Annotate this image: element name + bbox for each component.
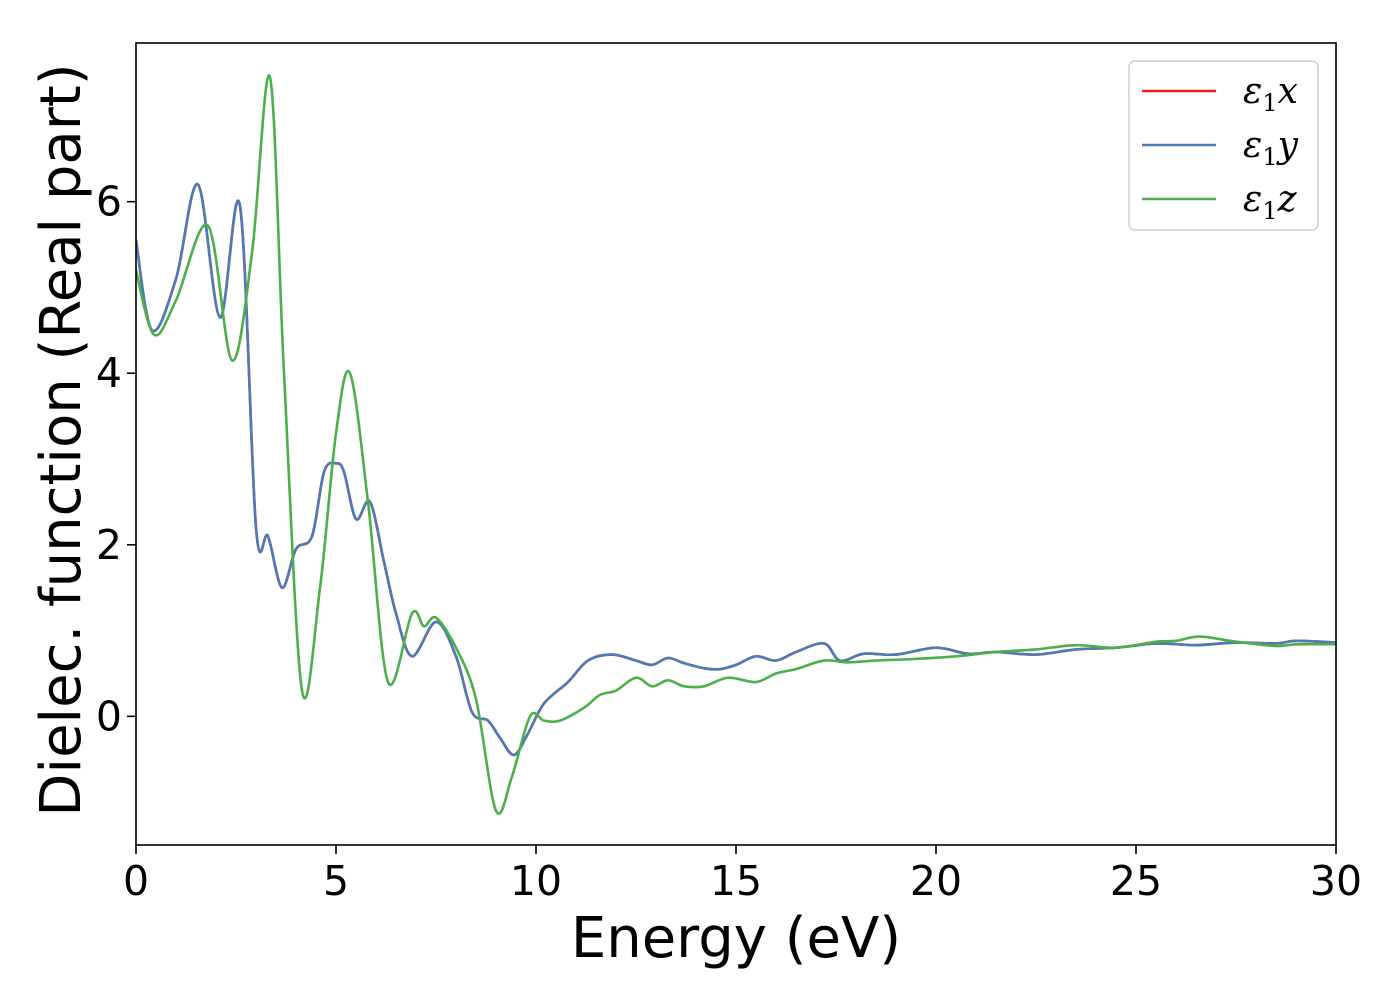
y-tick-label: 0 (96, 692, 122, 740)
y-axis-title: Dielec. function (Real part) (29, 63, 94, 816)
x-tick-label: 15 (710, 857, 762, 905)
series-line-y (136, 183, 1336, 757)
y-tick-label: 2 (96, 521, 122, 569)
x-tick-label: 5 (323, 857, 349, 905)
legend-label: ε1y (1243, 125, 1299, 171)
legend-entry-y: ε1y (1142, 125, 1299, 171)
x-tick-label: 20 (910, 857, 962, 905)
series-line-x (136, 183, 1336, 757)
legend: ε1x ε1y ε1z (1128, 60, 1319, 231)
y-tick-label: 6 (96, 178, 122, 226)
y-tick-label: 4 (96, 349, 122, 397)
legend-entry-x: ε1x (1142, 71, 1298, 117)
legend-entry-z: ε1z (1142, 179, 1298, 225)
x-axis: 0 5 10 15 20 25 30 (123, 845, 1362, 905)
x-tick-label: 10 (510, 857, 562, 905)
x-tick-label: 25 (1110, 857, 1162, 905)
series-layer (136, 74, 1336, 815)
legend-box (1128, 60, 1319, 231)
x-tick-label: 30 (1310, 857, 1362, 905)
legend-label: ε1z (1243, 179, 1298, 225)
x-tick-label: 0 (123, 857, 149, 905)
x-axis-title: Energy (eV) (571, 906, 901, 971)
y-axis: 0 2 4 6 (96, 178, 136, 740)
series-line-z (136, 74, 1336, 815)
legend-label: ε1x (1243, 71, 1298, 117)
